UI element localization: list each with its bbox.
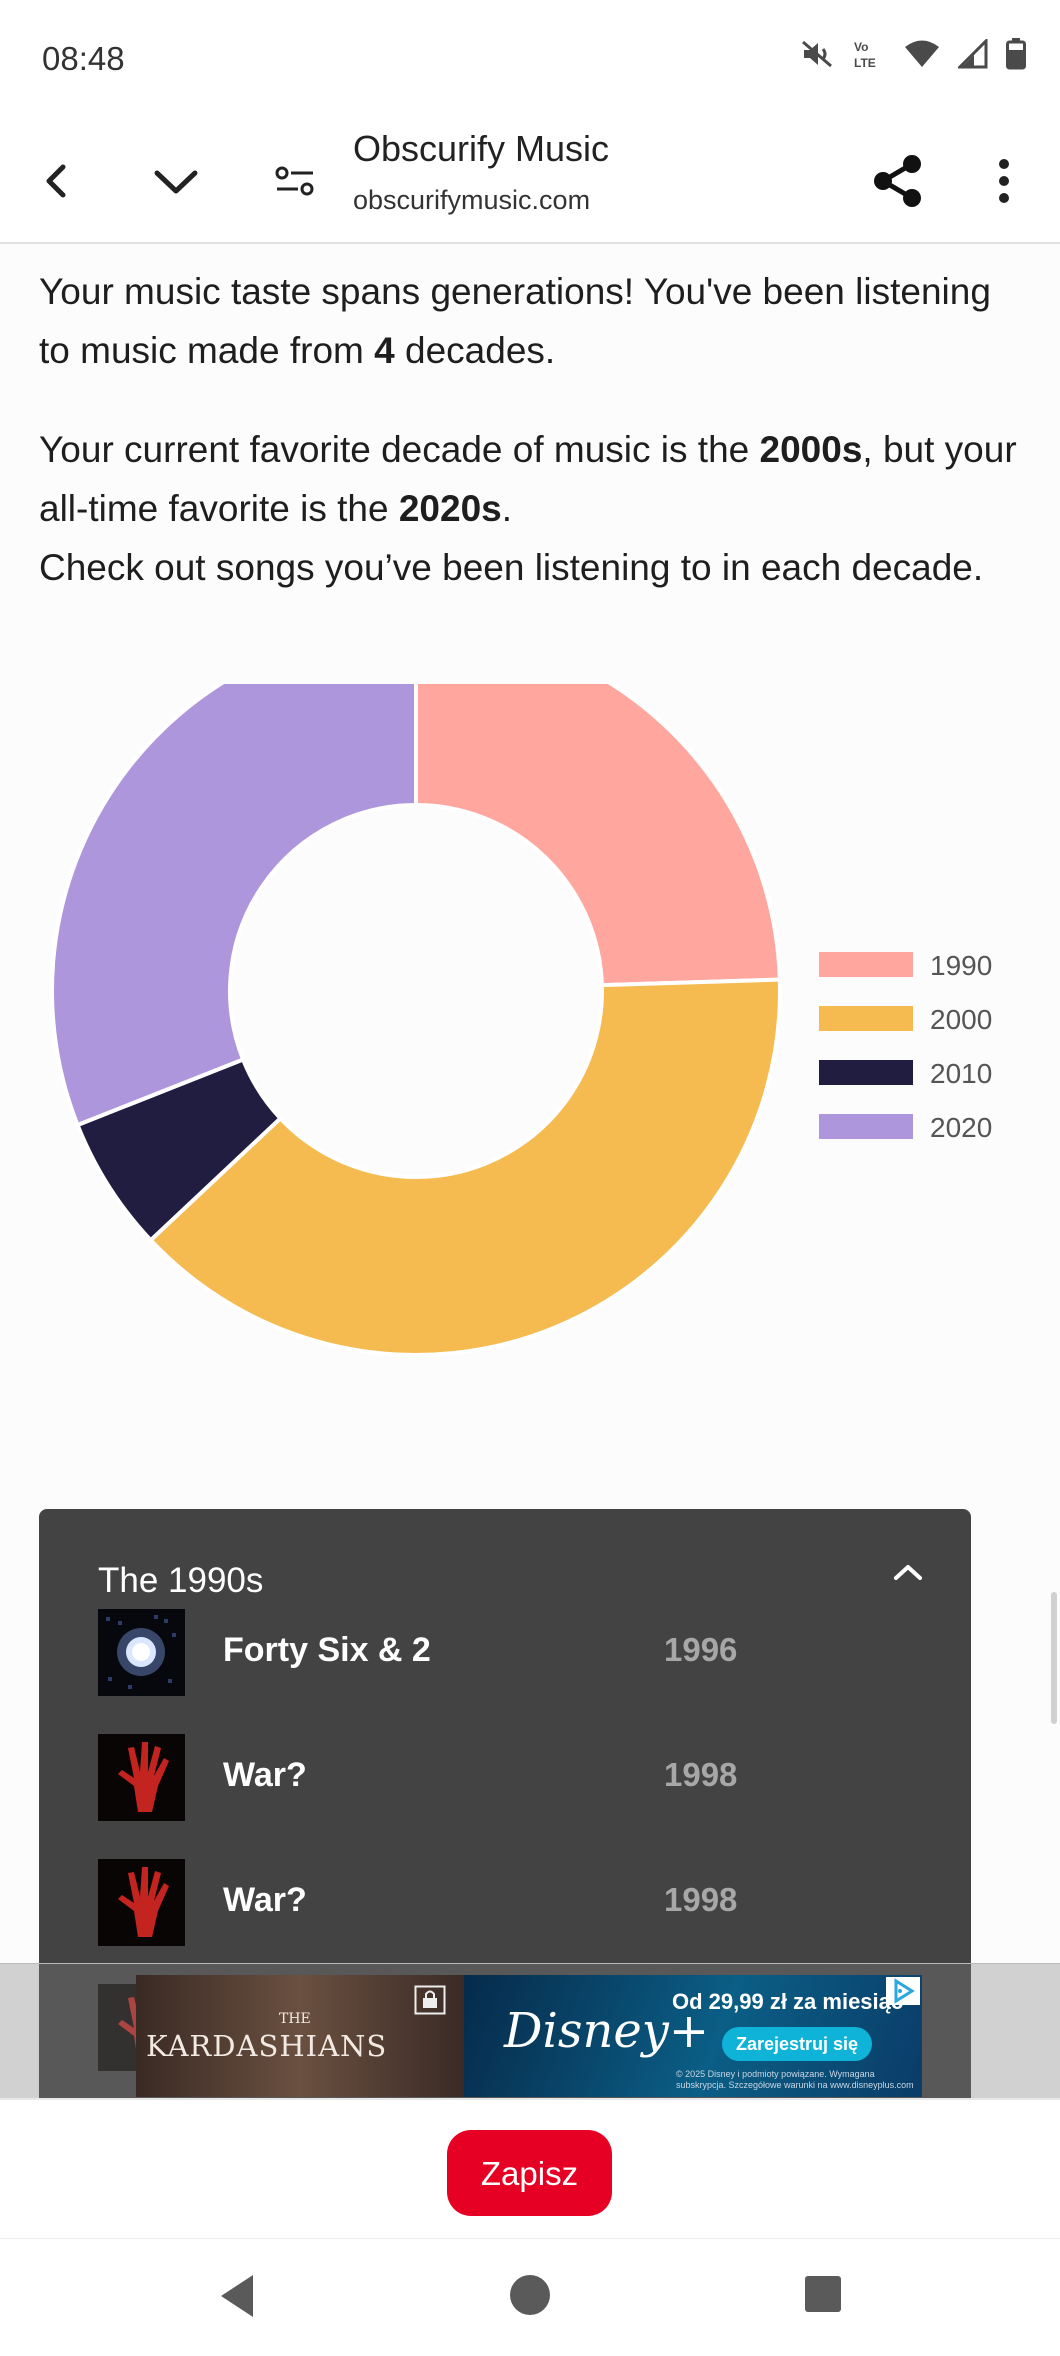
lock-icon	[414, 1985, 446, 2015]
favorite-text-end: .	[501, 488, 513, 529]
decades-text-end: decades.	[394, 330, 556, 371]
legend-label-2010[interactable]: 2010	[930, 1058, 992, 1089]
favorite-decade-paragraph: Your current favorite decade of music is…	[39, 420, 1029, 597]
legend-swatch-2010[interactable]	[819, 1060, 913, 1085]
nav-recents-icon[interactable]	[803, 2274, 843, 2314]
song-row[interactable]: War? 1998	[98, 1734, 938, 1824]
ad-kardashians-image: THE KARDASHIANS	[136, 1975, 464, 2097]
song-year: 1998	[664, 1756, 738, 1793]
decade-donut-chart: 1990 2000 2010 2020	[50, 684, 992, 1357]
donut-slice-1990[interactable]	[414, 684, 782, 988]
song-row[interactable]: Forty Six & 2 1996	[98, 1609, 938, 1699]
song-title: War?	[223, 1881, 307, 1919]
adchoices-icon[interactable]	[886, 1977, 920, 2005]
status-icons: Vo LTE	[800, 38, 1026, 70]
chevron-up-icon[interactable]	[891, 1561, 925, 1588]
signal-icon	[958, 39, 988, 69]
save-button[interactable]: Zapisz	[447, 2130, 612, 2216]
mute-icon	[802, 40, 832, 68]
legend-label-1990[interactable]: 1990	[930, 950, 992, 981]
svg-text:Vo: Vo	[854, 40, 868, 54]
legend-label-2020[interactable]: 2020	[930, 1112, 992, 1143]
decades-paragraph: Your music taste spans generations! You'…	[39, 262, 1029, 380]
ad-show-title: KARDASHIANS	[146, 2029, 388, 2063]
status-time: 08:48	[42, 40, 125, 77]
browser-toolbar	[0, 120, 1060, 244]
donut-slice-2000[interactable]	[147, 977, 782, 1357]
album-cover	[98, 1859, 185, 1946]
svg-text:LTE: LTE	[854, 56, 876, 70]
nav-back-icon[interactable]	[215, 2271, 259, 2321]
page-url[interactable]: obscurifymusic.com	[353, 185, 591, 215]
ad-brand-logo: Disney+	[504, 2003, 710, 2059]
ad-cta-button[interactable]: Zarejestruj się	[722, 2027, 872, 2061]
ad-price: Od 29,99 zł za miesiąc	[672, 1989, 904, 2014]
page-settings-icon[interactable]	[252, 138, 338, 224]
song-row[interactable]: War? 1998	[98, 1859, 938, 1949]
ad-disney-panel: Disney+ Od 29,99 zł za miesiąc Zarejestr…	[464, 1975, 922, 2097]
nav-home-icon[interactable]	[508, 2273, 552, 2317]
red-hand-cover-icon	[98, 1734, 185, 1821]
legend-label-2000[interactable]: 2000	[930, 1004, 992, 1035]
legend-swatch-2000[interactable]	[819, 1006, 913, 1031]
legend-swatch-1990[interactable]	[819, 952, 913, 977]
share-icon[interactable]	[855, 138, 941, 224]
song-title: Forty Six & 2	[223, 1631, 431, 1669]
back-arrow-icon[interactable]	[14, 138, 100, 224]
more-vert-icon[interactable]	[961, 138, 1047, 224]
song-year: 1998	[664, 1881, 738, 1918]
alltime-favorite-decade: 2020s	[398, 488, 502, 529]
red-hand-cover-icon	[98, 1859, 185, 1946]
ad-fine-print: © 2025 Disney i podmioty powiązane. Wyma…	[676, 2069, 914, 2090]
system-navigation-bar	[0, 2238, 1060, 2356]
light-burst-cover-icon	[98, 1609, 185, 1696]
chevron-down-icon[interactable]	[133, 138, 219, 224]
legend-swatch-2020[interactable]	[819, 1114, 913, 1139]
status-bar: 08:48 Vo LTE	[0, 0, 1060, 120]
song-year: 1996	[664, 1631, 738, 1668]
wifi-icon	[905, 40, 939, 67]
album-cover	[98, 1609, 185, 1696]
page-content: Your music taste spans generations! You'…	[0, 244, 1060, 2099]
song-title: War?	[223, 1756, 307, 1794]
current-favorite-decade: 2000s	[759, 429, 863, 470]
volte-icon: Vo LTE	[854, 40, 876, 70]
decades-text: Your music taste spans generations! You'…	[39, 271, 991, 371]
ad-banner[interactable]: THE KARDASHIANS Disney+ Od 29,99 zł za m…	[136, 1975, 922, 2097]
favorite-text: Your current favorite decade of music is…	[39, 429, 760, 470]
donut-slice-2020[interactable]	[50, 684, 418, 1128]
battery-icon	[1006, 38, 1026, 70]
album-cover	[98, 1734, 185, 1821]
scrollbar[interactable]	[1051, 1592, 1057, 1724]
ad-show-prefix: THE	[279, 2011, 311, 2027]
decade-count: 4	[374, 330, 395, 371]
decade-panel-title: The 1990s	[98, 1561, 264, 1600]
check-out-text: Check out songs you’ve been listening to…	[39, 547, 984, 588]
page-title: Obscurify Music	[353, 128, 610, 169]
favorite-text-mid: , but your all-time favorite is the	[39, 429, 1017, 529]
